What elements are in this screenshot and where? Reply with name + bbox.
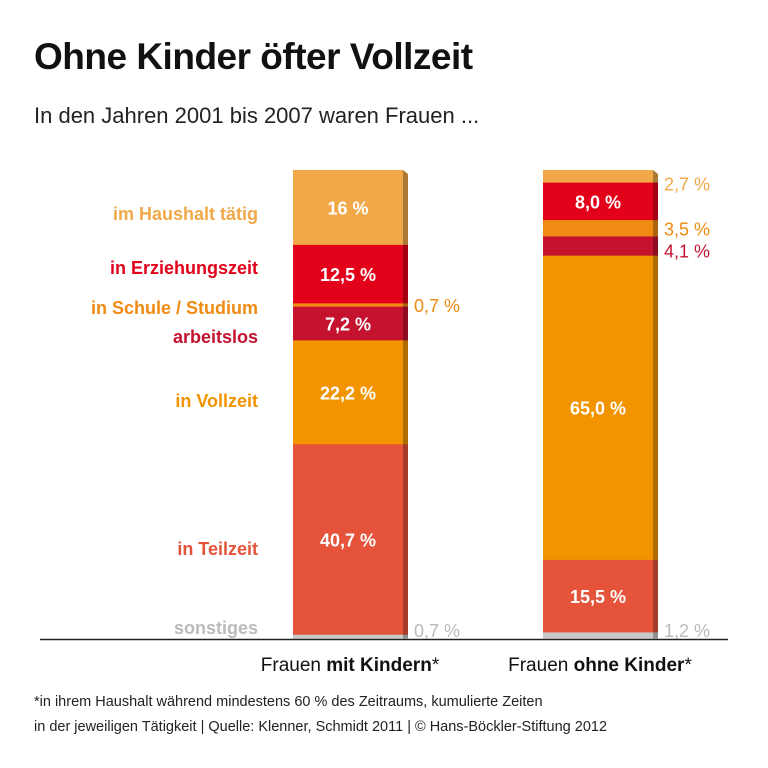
series-label-5: in Teilzeit xyxy=(177,539,258,559)
bar-side-0-3 xyxy=(403,306,408,341)
series-label-6: sonstiges xyxy=(174,618,258,638)
data-label-1-6: 1,2 % xyxy=(664,621,710,641)
chart-subtitle: In den Jahren 2001 bis 2007 waren Frauen… xyxy=(34,103,480,128)
footnote-line-2: in der jeweiligen Tätigkeit | Quelle: Kl… xyxy=(34,719,608,735)
category-label-1: Frauen ohne Kinder* xyxy=(508,655,692,676)
bar-segment-1-0 xyxy=(543,170,653,184)
bar-side-1-6 xyxy=(653,632,658,639)
bar-side-1-4 xyxy=(653,255,658,561)
bar-segment-1-1 xyxy=(543,182,653,221)
data-label-0-4: 22,2 % xyxy=(320,383,376,403)
bar-side-0-0 xyxy=(403,170,408,246)
bar-side-0-6 xyxy=(403,634,408,639)
data-label-0-0: 16 % xyxy=(327,198,368,218)
bar-side-1-1 xyxy=(653,182,658,221)
bar-segment-0-5 xyxy=(293,444,403,636)
footnote-line-1: *in ihrem Haushalt während mindestens 60… xyxy=(34,694,543,710)
chart-title: Ohne Kinder öfter Vollzeit xyxy=(34,36,473,77)
bar-segment-1-3 xyxy=(543,236,653,257)
bar-segment-1-2 xyxy=(543,220,653,237)
data-label-1-0: 2,7 % xyxy=(664,174,710,194)
category-label-0: Frauen mit Kindern* xyxy=(261,655,440,676)
bar-side-1-2 xyxy=(653,220,658,237)
bar-side-1-0 xyxy=(653,170,658,184)
data-label-0-1: 12,5 % xyxy=(320,265,376,285)
data-label-1-4: 65,0 % xyxy=(570,399,626,419)
bar-side-1-5 xyxy=(653,559,658,633)
bar-segment-1-6 xyxy=(543,632,653,639)
bar-side-0-4 xyxy=(403,340,408,445)
bar-segment-1-5 xyxy=(543,559,653,633)
bar-segment-0-3 xyxy=(293,306,403,341)
bar-side-0-2 xyxy=(403,303,408,308)
series-label-1: in Erziehungszeit xyxy=(110,258,258,278)
bar-segment-0-4 xyxy=(293,340,403,445)
data-label-1-1: 8,0 % xyxy=(575,192,621,212)
bar-segment-0-0 xyxy=(293,170,403,246)
data-label-1-3: 4,1 % xyxy=(664,241,710,261)
bar-segment-0-6 xyxy=(293,634,403,639)
series-label-4: in Vollzeit xyxy=(175,391,258,411)
data-label-1-2: 3,5 % xyxy=(664,219,710,239)
bar-side-0-1 xyxy=(403,244,408,304)
data-label-1-5: 15,5 % xyxy=(570,587,626,607)
bar-side-0-5 xyxy=(403,444,408,636)
data-label-0-3: 7,2 % xyxy=(325,315,371,335)
series-label-0: im Haushalt tätig xyxy=(113,204,258,224)
data-label-0-2: 0,7 % xyxy=(414,296,460,316)
bar-side-1-3 xyxy=(653,236,658,257)
series-label-3: arbeitslos xyxy=(173,327,258,347)
data-label-0-5: 40,7 % xyxy=(320,530,376,550)
bar-segment-1-4 xyxy=(543,255,653,561)
bar-segment-0-2 xyxy=(293,303,403,308)
bar-segment-0-1 xyxy=(293,244,403,304)
data-label-0-6: 0,7 % xyxy=(414,621,460,641)
series-label-2: in Schule / Studium xyxy=(91,298,258,318)
